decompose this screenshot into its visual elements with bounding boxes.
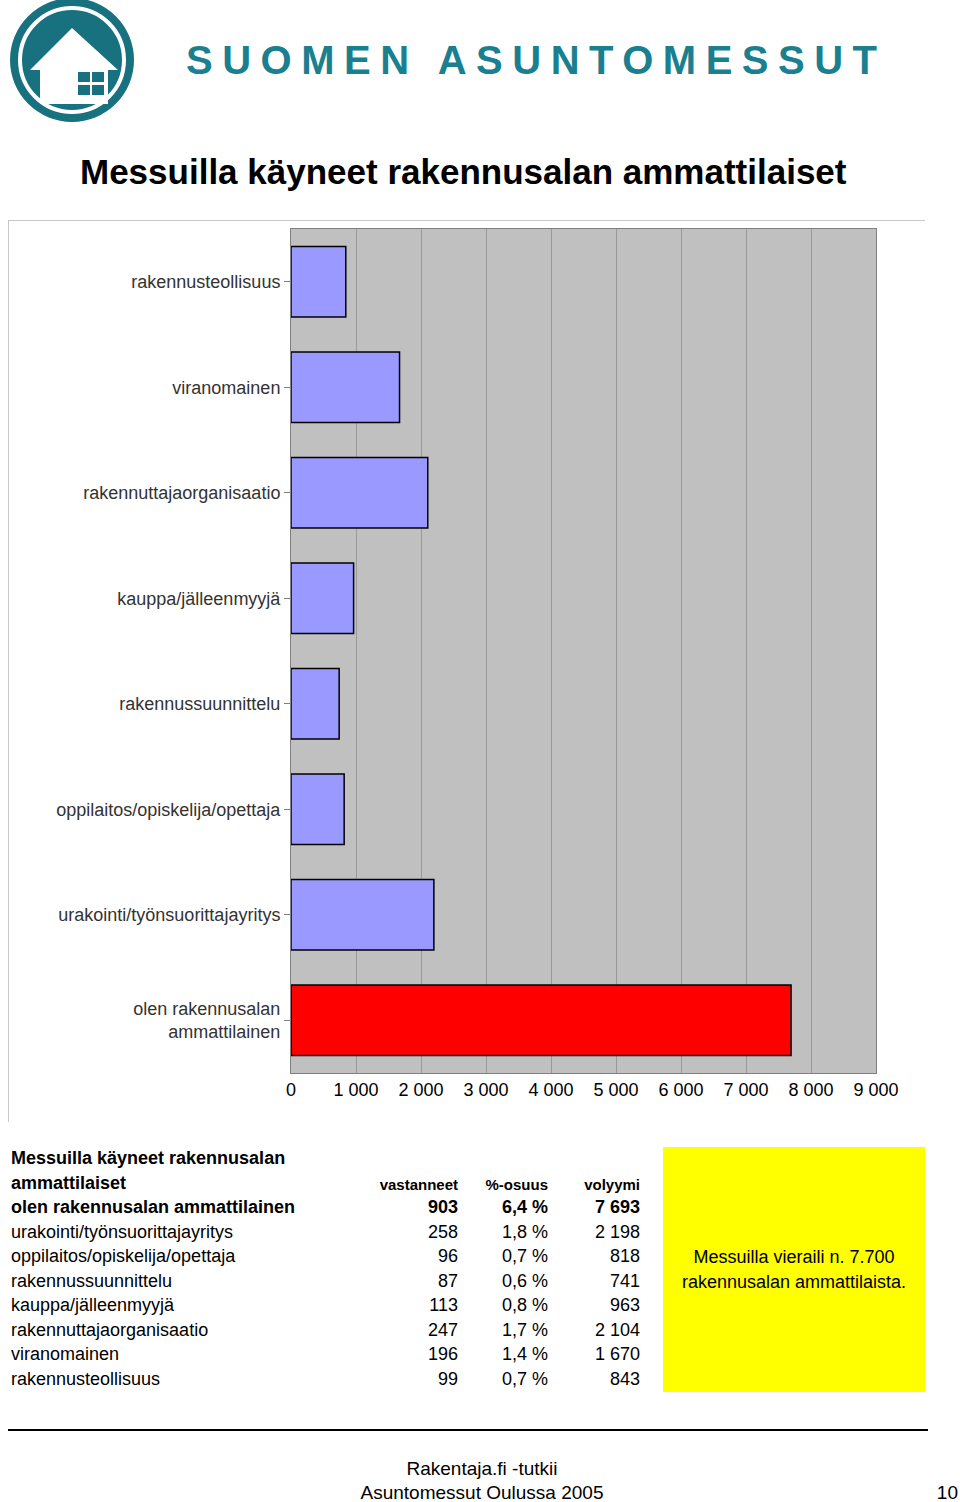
html-text:SUOMEN ASUNTOMESSUT: SUOMEN ASUNTOMESSUT xyxy=(186,38,887,82)
html-text:818: 818 xyxy=(610,1246,640,1266)
svg-text:5 000: 5 000 xyxy=(593,1080,638,1100)
html-text:99: 99 xyxy=(438,1368,458,1389)
html-text:rakennuttajaorganisaatio: rakennuttajaorganisaatio xyxy=(11,1319,209,1340)
html-text:113: 113 xyxy=(429,1295,458,1315)
svg-text:4 000: 4 000 xyxy=(528,1080,573,1100)
html-text:741: 741 xyxy=(610,1270,640,1291)
html-text:rakennussuunnittelu: rakennussuunnittelu xyxy=(11,1270,173,1291)
svg-text:olen rakennusalanammattilainen: olen rakennusalanammattilainen xyxy=(133,999,280,1042)
html-text:0,7 %: 0,7 % xyxy=(502,1368,548,1389)
html-text:oppilaitos/opiskelija/opettaja: oppilaitos/opiskelija/opettaja xyxy=(11,1246,236,1266)
html-text:6,4 %: 6,4 % xyxy=(502,1197,548,1217)
html-text:Messuilla käyneet rakennusalan: Messuilla käyneet rakennusalan ammattila… xyxy=(11,1148,286,1193)
svg-text:oppilaitos/opiskelija/opettaja: oppilaitos/opiskelija/opettaja xyxy=(56,800,281,820)
html-text:10: 10 xyxy=(936,1482,958,1502)
html-text:1 670: 1 670 xyxy=(595,1344,640,1364)
svg-text:rakennusteollisuus: rakennusteollisuus xyxy=(131,272,280,292)
html-text:rakennusteollisuus: rakennusteollisuus xyxy=(11,1368,161,1389)
html-text:kauppa/jälleenmyyjä: kauppa/jälleenmyyjä xyxy=(11,1295,175,1315)
html-text:1,7 %: 1,7 % xyxy=(502,1319,548,1340)
html-text:volyymi: volyymi xyxy=(584,1176,640,1193)
svg-text:3 000: 3 000 xyxy=(463,1080,508,1100)
html-text:1,4 %: 1,4 % xyxy=(502,1344,548,1364)
html-text:vastanneet: vastanneet xyxy=(379,1176,458,1193)
html-text:0,7 %: 0,7 % xyxy=(502,1246,548,1266)
svg-text:kauppa/jälleenmyyjä: kauppa/jälleenmyyjä xyxy=(117,589,281,609)
html-text:1,8 %: 1,8 % xyxy=(502,1221,548,1242)
html-text:Rakentaja.fi -tutkii: Rakentaja.fi -tutkii xyxy=(406,1458,558,1479)
svg-text:9 000: 9 000 xyxy=(853,1080,898,1100)
svg-text:2 000: 2 000 xyxy=(398,1080,443,1100)
html-text:Messuilla vieraili n. 7.700 ra: Messuilla vieraili n. 7.700 rakennusalan… xyxy=(681,1246,907,1292)
html-text:viranomainen: viranomainen xyxy=(11,1344,120,1364)
html-text:2 198: 2 198 xyxy=(595,1221,640,1242)
html-text:Asuntomessut Oulussa 2005: Asuntomessut Oulussa 2005 xyxy=(360,1482,604,1502)
svg-text:8 000: 8 000 xyxy=(788,1080,833,1100)
html-text:%-osuus: %-osuus xyxy=(485,1176,548,1193)
html-text:2 104: 2 104 xyxy=(595,1319,640,1340)
html-text:963: 963 xyxy=(610,1295,640,1315)
html-text:0,6 %: 0,6 % xyxy=(502,1270,548,1291)
html-text:urakointi/työnsuorittajayritys: urakointi/työnsuorittajayritys xyxy=(11,1221,234,1242)
svg-text:6 000: 6 000 xyxy=(658,1080,703,1100)
html-text:96: 96 xyxy=(438,1246,458,1266)
svg-text:rakennuttajaorganisaatio: rakennuttajaorganisaatio xyxy=(83,483,280,503)
html-text:247: 247 xyxy=(428,1319,458,1340)
svg-text:viranomainen: viranomainen xyxy=(172,378,280,398)
html-text:196: 196 xyxy=(428,1344,458,1364)
svg-text:rakennussuunnittelu: rakennussuunnittelu xyxy=(119,694,280,714)
html-text:843: 843 xyxy=(610,1368,640,1389)
svg-text:urakointi/työnsuorittajayritys: urakointi/työnsuorittajayritys xyxy=(58,905,280,925)
html-text:258: 258 xyxy=(428,1221,458,1242)
svg-text:1 000: 1 000 xyxy=(333,1080,378,1100)
html-text:7 693: 7 693 xyxy=(595,1197,640,1217)
html-text:0,8 %: 0,8 % xyxy=(502,1295,548,1315)
html-text:Messuilla käyneet rakennusalan: Messuilla käyneet rakennusalan ammattila… xyxy=(80,152,847,191)
svg-text:0: 0 xyxy=(286,1080,296,1100)
svg-text:7 000: 7 000 xyxy=(723,1080,768,1100)
html-text:903: 903 xyxy=(428,1197,458,1217)
html-text:87: 87 xyxy=(438,1270,458,1291)
html-text:olen rakennusalan ammattilaine: olen rakennusalan ammattilainen xyxy=(11,1197,296,1217)
